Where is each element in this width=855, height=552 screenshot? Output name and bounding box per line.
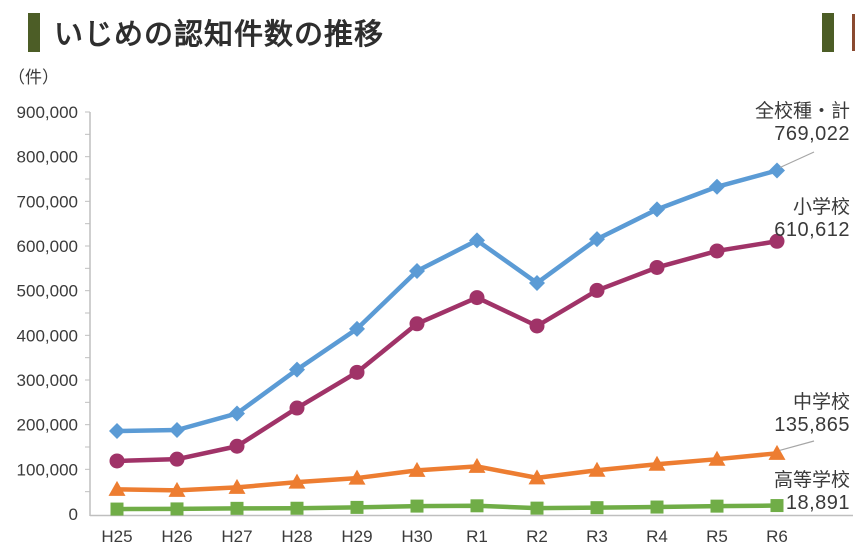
- marker-circle: [409, 316, 425, 332]
- marker-square: [110, 502, 124, 516]
- marker-circle: [529, 318, 545, 334]
- marker-triangle: [648, 455, 666, 471]
- series-line-0: [114, 168, 780, 434]
- x-axis-tick-label: R1: [466, 527, 488, 546]
- series-end-annotation-total: 全校種・計 769,022: [755, 100, 850, 146]
- series-name-label: 小学校: [792, 197, 850, 218]
- marker-triangle: [708, 450, 726, 466]
- marker-triangle: [768, 444, 786, 460]
- y-axis-tick-label: 100,000: [17, 460, 78, 479]
- x-axis-tick-label: H29: [341, 527, 372, 546]
- y-axis-tick-label: 900,000: [17, 103, 78, 122]
- series-line-2: [114, 451, 780, 493]
- next-section-edge-fragment: [852, 14, 855, 51]
- marker-diamond: [529, 275, 545, 292]
- marker-diamond: [589, 231, 605, 248]
- x-axis-tick-label: R6: [766, 527, 788, 546]
- marker-triangle: [528, 469, 546, 485]
- marker-square: [170, 502, 184, 516]
- y-axis-tick-label: 200,000: [17, 416, 78, 435]
- series-end-value: 610,612: [774, 219, 850, 241]
- x-axis-tick-label: R4: [646, 527, 668, 546]
- y-axis-tick-label: 300,000: [17, 371, 78, 390]
- marker-diamond: [229, 405, 245, 422]
- marker-circle: [469, 290, 485, 306]
- marker-triangle: [468, 457, 486, 473]
- next-section-accent-bar: [822, 13, 834, 52]
- marker-triangle: [588, 461, 606, 477]
- marker-circle: [169, 451, 185, 467]
- marker-diamond: [289, 361, 305, 378]
- y-axis-tick-label: 500,000: [17, 282, 78, 301]
- series-end-value: 18,891: [785, 492, 850, 514]
- marker-triangle: [108, 480, 126, 496]
- page-title: いじめの認知件数の推移: [54, 19, 385, 51]
- marker-square: [530, 501, 544, 515]
- x-axis-tick-label: H25: [101, 527, 132, 546]
- series-end-value: 769,022: [774, 123, 850, 145]
- marker-diamond: [349, 320, 365, 337]
- marker-square: [230, 501, 244, 515]
- marker-circle: [289, 400, 305, 416]
- marker-square: [290, 501, 304, 515]
- annotation-leader-line: [779, 440, 815, 451]
- series-line-1: [114, 239, 780, 464]
- marker-circle: [769, 233, 785, 249]
- marker-circle: [229, 438, 245, 454]
- marker-square: [410, 499, 424, 513]
- y-axis-tick-label: 800,000: [17, 148, 78, 167]
- annotation-leader-line: [779, 151, 815, 169]
- x-axis-tick-label: H30: [401, 527, 432, 546]
- marker-square: [350, 500, 364, 514]
- x-axis-tick-label: R3: [586, 527, 608, 546]
- marker-square: [590, 501, 604, 515]
- series-line-3: [114, 503, 780, 512]
- marker-triangle: [168, 481, 186, 497]
- series-name-label: 中学校: [792, 392, 850, 413]
- x-axis-tick-label: H26: [161, 527, 192, 546]
- marker-circle: [109, 453, 125, 469]
- marker-square: [770, 499, 784, 513]
- marker-diamond: [769, 162, 785, 179]
- marker-circle: [649, 259, 665, 275]
- marker-diamond: [409, 263, 425, 280]
- marker-square: [710, 499, 724, 513]
- x-axis-tick-label: R2: [526, 527, 548, 546]
- marker-diamond: [169, 421, 185, 438]
- series-name-label: 全校種・計: [754, 101, 850, 122]
- x-axis-tick-label: H27: [221, 527, 252, 546]
- marker-triangle: [288, 473, 306, 489]
- marker-diamond: [469, 232, 485, 249]
- series-end-value: 135,865: [774, 414, 850, 436]
- marker-circle: [349, 364, 365, 380]
- series-name-label: 高等学校: [773, 470, 850, 491]
- marker-triangle: [228, 478, 246, 494]
- marker-diamond: [649, 201, 665, 218]
- marker-diamond: [709, 178, 725, 195]
- series-end-annotation-junior-high: 中学校 135,865: [774, 391, 850, 437]
- series-end-annotation-elementary: 小学校 610,612: [774, 196, 850, 242]
- marker-triangle: [408, 461, 426, 477]
- section-accent-bar: [28, 13, 40, 52]
- series-end-annotation-high-school: 高等学校 18,891: [774, 469, 850, 515]
- y-axis-tick-label: 700,000: [17, 192, 78, 211]
- marker-circle: [589, 282, 605, 298]
- y-axis-tick-label: 600,000: [17, 237, 78, 256]
- y-axis-tick-label: 0: [69, 505, 78, 524]
- marker-square: [650, 500, 664, 514]
- marker-circle: [709, 243, 725, 259]
- y-axis-unit-label: （件）: [8, 68, 59, 87]
- y-axis-tick-label: 400,000: [17, 326, 78, 345]
- marker-triangle: [348, 469, 366, 485]
- x-axis-tick-label: R5: [706, 527, 728, 546]
- marker-square: [470, 499, 484, 513]
- marker-diamond: [109, 423, 125, 440]
- x-axis-tick-label: H28: [281, 527, 312, 546]
